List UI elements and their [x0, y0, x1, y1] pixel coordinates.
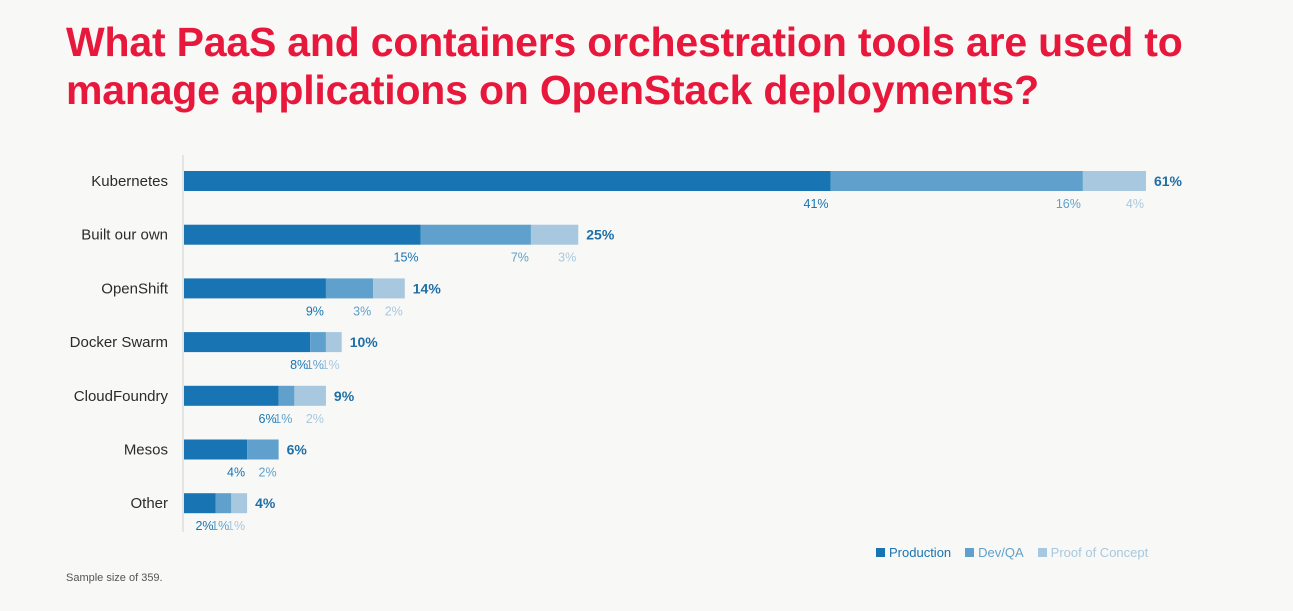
- bar-label-kubernetes-poc: 4%: [1126, 197, 1144, 211]
- bar-label-built-our-own-devqa: 7%: [511, 251, 529, 265]
- category-label-docker-swarm: Docker Swarm: [70, 334, 168, 351]
- bar-docker-swarm-devqa: [310, 332, 326, 353]
- chart-marks: Kubernetes 41% 16% 4% 61% Built our own 15% 7% 3…: [70, 171, 1183, 533]
- bar-docker-swarm-poc: [325, 332, 342, 353]
- bar-built-our-own-production: [184, 224, 421, 245]
- bar-mesos-production: [184, 439, 248, 460]
- legend-swatch-devqa: [965, 548, 975, 557]
- category-label-mesos: Mesos: [124, 442, 168, 459]
- category-label-openshift: OpenShift: [101, 280, 169, 297]
- bar-label-other-production: 2%: [195, 519, 213, 533]
- bar-built-our-own-devqa: [420, 224, 531, 245]
- bar-label-mesos-devqa: 2%: [259, 466, 277, 480]
- bar-docker-swarm-production: [184, 332, 311, 353]
- bar-label-docker-swarm-poc: 1%: [322, 358, 340, 372]
- bar-label-cloudfoundry-poc: 2%: [306, 412, 324, 426]
- bar-label-other-poc: 1%: [227, 519, 245, 533]
- bar-cloudfoundry-devqa: [278, 385, 295, 406]
- bar-kubernetes-devqa: [830, 171, 1083, 191]
- bar-label-built-our-own-production: 15%: [394, 251, 419, 265]
- bar-label-kubernetes-devqa: 16%: [1056, 197, 1081, 211]
- legend: Production Dev/QA Proof of Concept: [876, 545, 1148, 560]
- total-label-built-our-own: 25%: [586, 227, 615, 243]
- bar-label-kubernetes-production: 41%: [804, 197, 829, 211]
- bar-label-cloudfoundry-devqa: 1%: [274, 412, 292, 426]
- bar-label-docker-swarm-production: 8%: [290, 358, 308, 372]
- bar-label-openshift-devqa: 3%: [353, 304, 371, 318]
- legend-item-production: Production: [876, 545, 951, 560]
- bar-built-our-own-poc: [530, 224, 579, 245]
- total-label-cloudfoundry: 9%: [334, 388, 355, 404]
- bar-other-poc: [231, 493, 248, 514]
- bar-label-other-devqa: 1%: [211, 519, 229, 533]
- sample-size-note: Sample size of 359.: [66, 572, 163, 584]
- bar-label-mesos-production: 4%: [227, 466, 245, 480]
- total-label-openshift: 14%: [413, 280, 442, 296]
- bar-label-built-our-own-poc: 3%: [558, 251, 576, 265]
- bar-mesos-devqa: [247, 439, 279, 460]
- bar-kubernetes-production: [184, 171, 831, 191]
- bar-label-docker-swarm-devqa: 1%: [306, 358, 324, 372]
- bar-cloudfoundry-poc: [294, 385, 326, 406]
- legend-swatch-poc: [1037, 548, 1047, 557]
- total-label-kubernetes: 61%: [1154, 173, 1183, 189]
- bar-openshift-poc: [373, 278, 405, 299]
- bar-openshift-devqa: [325, 278, 374, 299]
- bar-cloudfoundry-production: [184, 385, 279, 406]
- bar-label-openshift-production: 9%: [306, 304, 324, 318]
- bar-other-production: [184, 493, 216, 514]
- legend-item-devqa: Dev/QA: [965, 545, 1024, 560]
- legend-label-production: Production: [889, 545, 952, 560]
- bar-other-devqa: [215, 493, 232, 514]
- legend-label-devqa: Dev/QA: [978, 545, 1024, 560]
- bar-label-cloudfoundry-production: 6%: [259, 412, 277, 426]
- total-label-other: 4%: [255, 495, 276, 511]
- category-label-built-our-own: Built our own: [81, 227, 168, 244]
- bar-label-openshift-poc: 2%: [385, 304, 403, 318]
- chart-title: What PaaS and containers orchestration t…: [66, 19, 1183, 113]
- legend-swatch-production: [876, 548, 885, 557]
- total-label-docker-swarm: 10%: [350, 334, 379, 350]
- category-label-kubernetes: Kubernetes: [91, 173, 168, 190]
- legend-item-poc: Proof of Concept: [1037, 545, 1149, 560]
- category-label-cloudfoundry: CloudFoundry: [74, 388, 169, 405]
- category-label-other: Other: [130, 495, 168, 512]
- total-label-mesos: 6%: [287, 442, 308, 458]
- bar-openshift-production: [184, 278, 326, 299]
- bar-kubernetes-poc: [1082, 171, 1146, 191]
- legend-label-poc: Proof of Concept: [1050, 545, 1149, 560]
